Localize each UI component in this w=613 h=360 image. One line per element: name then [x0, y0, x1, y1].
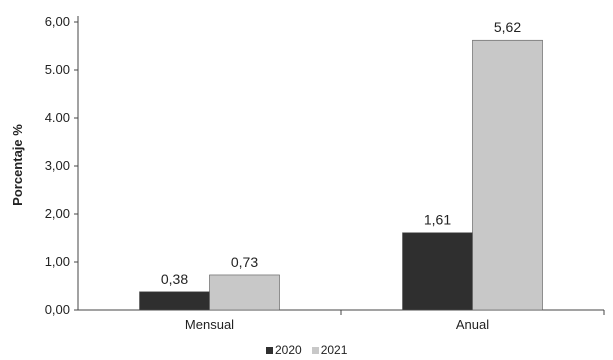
legend-label-2021: 2021: [320, 343, 348, 357]
y-tick-label: 2,00: [45, 206, 70, 221]
x-tick-label: Anual: [456, 317, 489, 332]
legend: 2020 2021: [266, 343, 347, 357]
bar-2021-mensual: [209, 274, 280, 311]
x-tick-label: Mensual: [185, 317, 234, 332]
y-tick-label: 0,00: [45, 302, 70, 317]
data-label: 1,61: [424, 212, 451, 228]
bar-2021-anual: [472, 39, 543, 311]
legend-swatch-2020: [266, 346, 273, 354]
data-labels: 0,38 0,73 1,61 5,62: [161, 19, 521, 287]
bar-2020-anual: [402, 232, 473, 311]
y-tick-label: 5.00: [45, 62, 70, 77]
y-tick-label: 6,00: [45, 14, 70, 29]
data-label: 0,38: [161, 271, 188, 287]
y-tick-label: 3,00: [45, 158, 70, 173]
y-tick-label: 4.00: [45, 110, 70, 125]
legend-item-2021: 2021: [311, 343, 348, 357]
bars: [139, 39, 543, 311]
legend-label-2020: 2020: [275, 343, 302, 357]
y-tick-label: 1,00: [45, 254, 70, 269]
y-axis-label: Porcentaje %: [10, 124, 25, 206]
legend-item-2020: 2020: [266, 343, 302, 357]
data-label: 0,73: [231, 254, 258, 270]
axes: 0,00 1,00 2,00 3,00 4.00 5.00 6,00 Mensual Anual: [45, 14, 605, 332]
data-label: 5,62: [494, 19, 521, 35]
legend-swatch-2021: [311, 346, 319, 354]
bar-2020-mensual: [139, 291, 210, 311]
